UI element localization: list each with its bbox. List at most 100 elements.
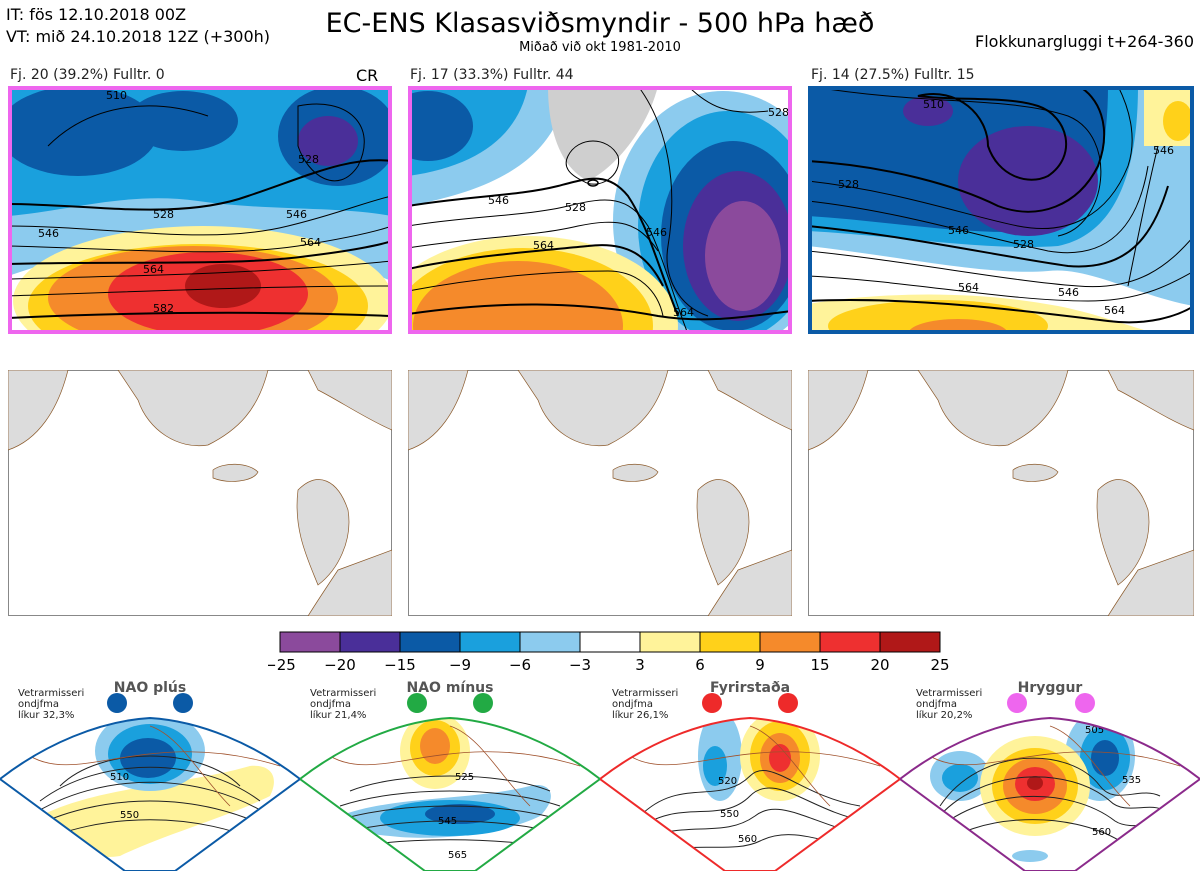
regime-dot-icon: [702, 693, 722, 713]
contour-label: 564: [958, 281, 979, 294]
contour-label: 564: [143, 263, 164, 276]
cluster-map-3: 510 528 528 546 546 546 564 564: [808, 86, 1194, 334]
colorbar-tick-label: 20: [870, 656, 889, 674]
cluster-2-border: [408, 86, 792, 334]
contour-label: 550: [720, 809, 739, 820]
colorbar-tick-label: −9: [449, 656, 471, 674]
contour-label: 582: [153, 302, 174, 315]
cluster-1-label: Fj. 20 (39.2%) Fulltr. 0: [10, 67, 165, 83]
colorbar-tick-label: 25: [930, 656, 949, 674]
regime-note: ondjfma: [18, 699, 59, 710]
valid-time: VT: mið 24.10.2018 12Z (+300h): [6, 27, 271, 46]
regime-dot-icon: [473, 693, 493, 713]
regime-note: líkur 20,2%: [916, 709, 972, 721]
contour-label: 564: [300, 236, 321, 249]
colorbar-swatch: [279, 631, 341, 653]
contour-label: 546: [286, 208, 307, 221]
contour-label: 546: [948, 224, 969, 237]
regime-border: [0, 716, 300, 871]
cluster-2-label: Fj. 17 (33.3%) Fulltr. 44: [410, 67, 574, 83]
colorbar-swatch: [459, 631, 521, 653]
colorbar-swatch: [399, 631, 461, 653]
colorbar-swatch: [699, 631, 761, 653]
regime-note: Vetrarmisseri: [612, 688, 678, 699]
regime-border: [600, 716, 900, 871]
contour-label: 545: [438, 816, 457, 827]
colorbar-tick-label: −3: [569, 656, 591, 674]
regime-note: líkur 21,4%: [310, 709, 366, 721]
contour-label: 510: [110, 772, 129, 783]
page-title: EC-ENS Klasasviðsmyndir - 500 hPa hæð: [325, 8, 875, 39]
contour-label: 520: [718, 776, 737, 787]
regime-panel-nao-minus: 525 545 565 NAO mínus Vetrarmisseri ondj…: [300, 680, 600, 871]
contour-label: 525: [455, 772, 474, 783]
contour-label: 550: [120, 810, 139, 821]
cluster-map-1: 510 528 528 546 546 564 564 582: [8, 86, 392, 334]
regime-dot-icon: [107, 693, 127, 713]
contour-label: 560: [738, 834, 757, 845]
colorbar-tick-label: 3: [635, 656, 645, 674]
colorbar-ticks: −25 −20 −15 −9 −6 −3 3 6 9 15 20 25: [268, 656, 950, 674]
regime-title: NAO mínus: [407, 680, 494, 696]
regime-note: Vetrarmisseri: [310, 688, 376, 699]
cluster-1-tag: CR: [356, 66, 379, 85]
contour-label: 546: [1058, 286, 1079, 299]
regime-note: ondjfma: [916, 699, 957, 710]
contour-label: 564: [673, 306, 694, 319]
cluster-3-border: [808, 86, 1194, 334]
cluster-1-border: [8, 86, 392, 334]
land-map-2: [408, 370, 792, 616]
contour-label: 528: [153, 208, 174, 221]
regime-note: líkur 26,1%: [612, 709, 668, 721]
contour-label: 510: [923, 98, 944, 111]
colorbar-tick-label: −15: [384, 656, 416, 674]
contour-label: 546: [38, 227, 59, 240]
colorbar-tick-label: −6: [509, 656, 531, 674]
contour-label: 564: [533, 239, 554, 252]
contour-label: 510: [106, 89, 127, 102]
colorbar-swatch: [639, 631, 701, 653]
header-info: IT: fös 12.10.2018 00Z VT: mið 24.10.201…: [6, 4, 270, 48]
contour-label: 528: [838, 178, 859, 191]
colorbar-tick-label: −20: [324, 656, 356, 674]
regime-note: ondjfma: [612, 699, 653, 710]
colorbar-swatch: [339, 631, 401, 653]
colorbar-swatch: [879, 631, 941, 653]
contour-label: 535: [1122, 775, 1141, 786]
contour-label: 546: [1153, 144, 1174, 157]
colorbar-swatches: [279, 631, 941, 653]
regime-dot-icon: [1007, 693, 1027, 713]
land-map-1: [8, 370, 392, 616]
contour-label: 565: [448, 850, 467, 861]
contour-label: 505: [1085, 725, 1104, 736]
land-map-3: [808, 370, 1194, 616]
colorbar-tick-label: 6: [695, 656, 705, 674]
colorbar-swatch: [579, 631, 641, 653]
contour-label: 528: [1013, 238, 1034, 251]
regime-dot-icon: [778, 693, 798, 713]
colorbar-tick-label: −25: [268, 656, 296, 674]
regime-note: Vetrarmisseri: [916, 688, 982, 699]
regime-dot-icon: [1075, 693, 1095, 713]
regime-dot-icon: [173, 693, 193, 713]
cluster-3-label: Fj. 14 (27.5%) Fulltr. 15: [811, 67, 975, 83]
colorbar-tick-label: 15: [810, 656, 829, 674]
regime-title: NAO plús: [114, 680, 186, 696]
contour-label: 528: [565, 201, 586, 214]
colorbar-swatch: [519, 631, 581, 653]
regime-title: Hryggur: [1018, 680, 1083, 696]
regime-border: [900, 716, 1200, 871]
regime-border: [300, 716, 600, 871]
cluster-map-2: 528 546 546 564 564 528: [408, 86, 792, 334]
regime-note: ondjfma: [310, 699, 351, 710]
contour-label: 546: [488, 194, 509, 207]
regime-note: Vetrarmisseri: [18, 688, 84, 699]
regime-dot-icon: [407, 693, 427, 713]
contour-label: 564: [1104, 304, 1125, 317]
classification-window: Flokkunargluggi t+264-360: [975, 32, 1194, 51]
colorbar: −25 −20 −15 −9 −6 −3 3 6 9 15 20 25: [268, 631, 950, 674]
contour-label: 528: [298, 153, 319, 166]
contour-label: 560: [1092, 827, 1111, 838]
colorbar-tick-label: 9: [755, 656, 765, 674]
regime-title: Fyrirstaða: [710, 680, 790, 696]
